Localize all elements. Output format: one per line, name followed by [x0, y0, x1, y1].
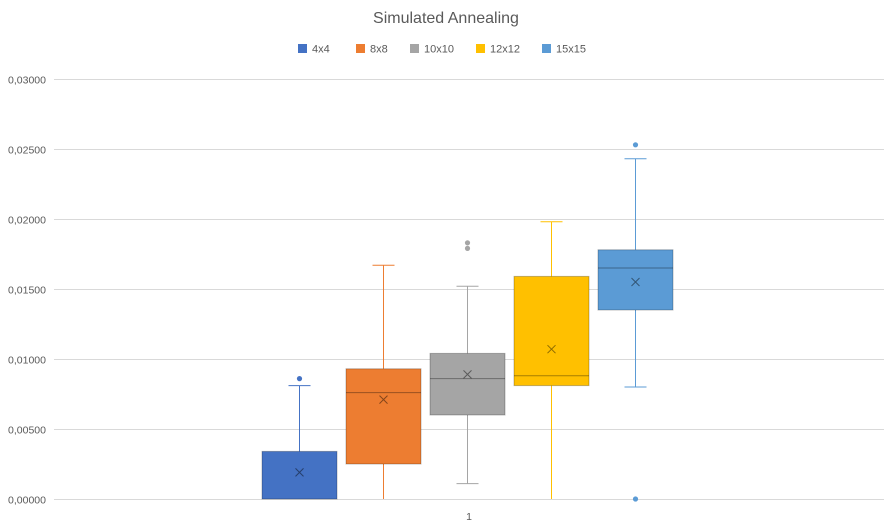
- legend-label: 8x8: [370, 44, 388, 56]
- box-8x8: [345, 264, 422, 499]
- box-body: [261, 450, 338, 500]
- mean-marker: [631, 277, 640, 287]
- legend-swatch: [542, 44, 551, 53]
- y-tick-label: 0,01000: [8, 355, 46, 367]
- legend-swatch: [410, 44, 419, 53]
- mean-marker: [463, 370, 472, 379]
- legend-label: 10x10: [424, 44, 454, 56]
- y-tick-label: 0,02000: [8, 215, 46, 227]
- y-tick-label: 0,00000: [8, 495, 46, 507]
- y-tick-label: 0,02500: [8, 145, 46, 157]
- box-body: [513, 275, 590, 387]
- legend-label: 12x12: [490, 44, 520, 56]
- legend-label: 4x4: [312, 44, 330, 56]
- y-tick-label: 0,01500: [8, 285, 46, 297]
- box-10x10: [429, 240, 506, 485]
- outlier-point: [464, 240, 471, 246]
- outlier-point: [296, 376, 303, 382]
- x-axis: 1: [466, 511, 472, 523]
- mean-marker: [295, 468, 304, 477]
- chart-title: Simulated Annealing: [373, 10, 519, 27]
- box-body: [429, 352, 506, 416]
- outlier-point: [632, 142, 639, 148]
- mean-marker: [547, 344, 556, 354]
- y-tick-label: 0,03000: [8, 75, 46, 87]
- legend-swatch: [476, 44, 485, 53]
- y-axis: 0,00000 0,00500 0,01000 0,01500 0,02000 0,025…: [8, 75, 46, 507]
- x-tick-label: 1: [466, 511, 472, 523]
- y-tick-label: 0,00500: [8, 425, 46, 437]
- box-12x12: [513, 221, 590, 499]
- legend-label: 15x15: [556, 44, 586, 56]
- box-body: [597, 249, 674, 311]
- box-15x15: [597, 142, 674, 502]
- gridlines: [54, 79, 884, 500]
- legend: 4x4 8x8 10x10 12x12 15x15: [298, 44, 586, 56]
- box-body: [345, 368, 422, 465]
- mean-marker: [379, 395, 388, 404]
- outlier-point: [632, 496, 639, 502]
- box-4x4: [261, 376, 338, 500]
- outlier-point: [464, 245, 471, 251]
- legend-swatch: [298, 44, 307, 53]
- legend-swatch: [356, 44, 365, 53]
- plot-area: [261, 142, 674, 502]
